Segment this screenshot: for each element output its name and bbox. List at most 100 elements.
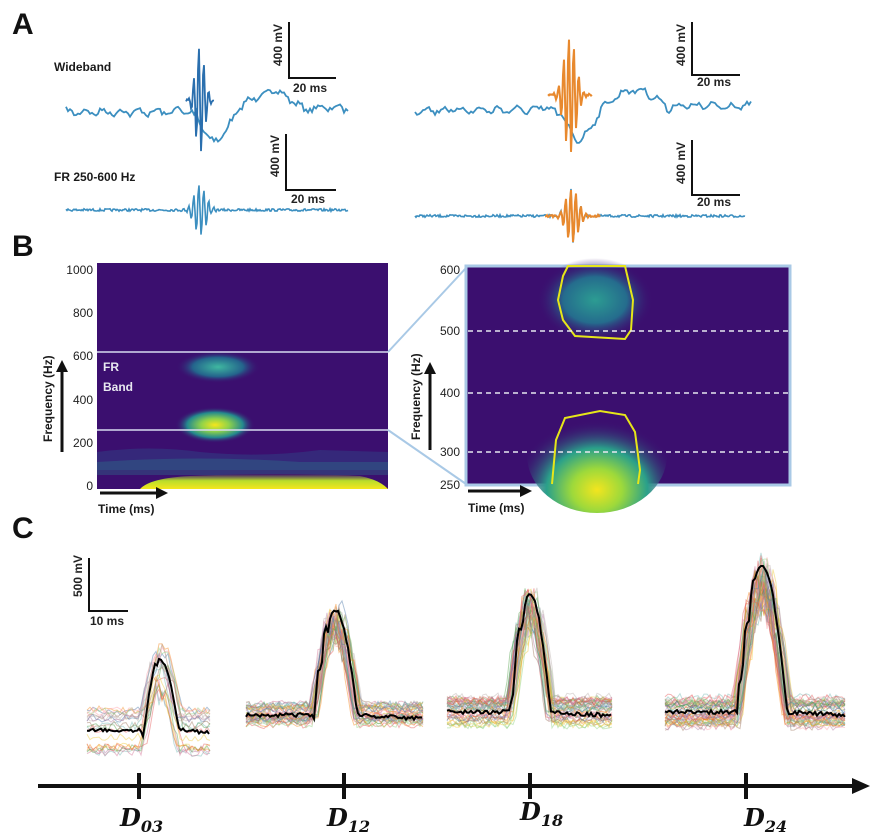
wideband-trace-left xyxy=(65,48,349,152)
overlay-trace xyxy=(86,653,211,719)
wideband-label: Wideband xyxy=(54,60,111,74)
overlay-trace xyxy=(446,598,613,711)
overlay-trace xyxy=(664,595,845,723)
overlay-trace xyxy=(446,614,613,729)
overlay-trace xyxy=(664,570,846,709)
overlay-trace xyxy=(446,605,613,723)
right-y-tick: 400 xyxy=(440,386,460,400)
overlay-trace xyxy=(664,558,846,707)
overlay-traces-d03 xyxy=(86,643,211,758)
overlay-trace xyxy=(86,683,211,753)
right-y-tick: 250 xyxy=(440,478,460,492)
day-label-d03-sub: 03 xyxy=(141,817,163,836)
scalebar-a1-amplitude: 400 mV xyxy=(271,24,285,66)
right-x-label: Time (ms) xyxy=(468,485,532,515)
overlay-trace xyxy=(446,603,613,714)
overlay-trace xyxy=(664,567,846,709)
right-y-axis: 600 500 400 300 250 xyxy=(440,263,460,492)
overlay-trace xyxy=(245,620,424,717)
scalebar-a4-time: 20 ms xyxy=(697,195,731,209)
left-y-label: Frequency (Hz) xyxy=(41,355,68,452)
overlay-trace xyxy=(245,604,424,715)
overlay-trace xyxy=(447,613,613,730)
overlay-trace xyxy=(446,607,613,730)
right-y-tick: 600 xyxy=(440,263,460,277)
wideband-signal-left xyxy=(65,88,349,143)
panel-a: Wideband FR 250-600 Hz 400 mV 20 ms 400 … xyxy=(54,22,752,243)
scalebar-a2-time: 20 ms xyxy=(291,192,325,206)
overlay-trace xyxy=(446,589,613,705)
overlay-trace xyxy=(245,616,424,715)
wideband-trace-right xyxy=(414,39,752,152)
scalebar-a1: 400 mV 20 ms xyxy=(271,22,336,95)
overlay-trace xyxy=(245,612,424,716)
overlay-trace xyxy=(664,557,846,705)
overlay-trace xyxy=(446,594,613,707)
panel-b-letter: B xyxy=(12,230,34,263)
svg-text:D18: D18 xyxy=(519,797,563,830)
overlay-trace xyxy=(446,598,613,719)
overlay-trace xyxy=(664,591,846,726)
overlay-trace xyxy=(664,579,846,723)
contour-lower xyxy=(551,409,642,485)
overlay-trace xyxy=(664,568,846,708)
overlay-trace xyxy=(245,599,424,710)
day-label-d03: D03 xyxy=(119,803,163,836)
day-label-d18: D18 xyxy=(519,797,563,830)
overlay-trace xyxy=(446,617,613,729)
overlay-trace xyxy=(446,592,613,714)
overlay-trace xyxy=(446,587,613,702)
overlay-trace xyxy=(446,605,613,716)
overlay-trace xyxy=(86,676,211,752)
overlay-trace xyxy=(664,579,846,722)
left-y-tick: 200 xyxy=(73,436,93,450)
fr-signal-left xyxy=(65,185,349,235)
timeline-axis xyxy=(38,773,870,799)
contour-upper xyxy=(556,265,635,341)
left-y-tick: 400 xyxy=(73,393,93,407)
overlay-trace xyxy=(245,608,424,711)
overlay-trace xyxy=(446,604,613,713)
zoom-connector-top xyxy=(387,267,467,353)
scalebar-a3-time: 20 ms xyxy=(697,75,731,89)
overlay-trace xyxy=(664,555,846,703)
panel-c-letter: C xyxy=(12,512,34,545)
overlay-trace xyxy=(86,686,211,758)
overlay-trace xyxy=(664,560,846,711)
overlay-traces-d12 xyxy=(245,599,424,730)
left-y-axis: 1000 800 600 400 200 0 xyxy=(66,263,93,493)
overlay-trace xyxy=(245,612,424,722)
scalebar-a3-amplitude: 400 mV xyxy=(674,24,688,66)
overlay-trace xyxy=(446,608,613,715)
overlay-trace xyxy=(446,591,613,711)
panel-b: FR Band 1000 800 600 400 200 0 Frequency (Hz)… xyxy=(41,258,792,516)
overlay-trace xyxy=(446,600,613,706)
overlay-trace xyxy=(446,614,613,708)
spectrogram-left: FR Band xyxy=(97,263,388,489)
overlay-trace xyxy=(664,568,846,709)
overlay-trace xyxy=(664,599,846,726)
mean-trace xyxy=(446,593,612,719)
overlay-trace xyxy=(86,660,211,720)
left-y-tick: 1000 xyxy=(66,263,93,277)
overlay-trace xyxy=(664,570,846,723)
overlay-trace xyxy=(664,560,846,710)
overlay-trace xyxy=(664,566,846,710)
left-xlabel-text: Time (ms) xyxy=(98,502,154,516)
overlay-trace xyxy=(664,564,846,711)
overlay-trace xyxy=(446,606,613,707)
overlay-trace xyxy=(86,681,211,752)
overlay-trace xyxy=(664,569,846,708)
overlay-trace xyxy=(446,606,613,710)
overlay-trace xyxy=(245,620,424,729)
left-x-label: Time (ms) xyxy=(98,487,168,516)
overlay-trace xyxy=(446,596,613,711)
overlay-trace xyxy=(664,564,846,709)
overlay-trace xyxy=(664,595,846,731)
overlay-trace xyxy=(245,614,424,723)
fr-trace-right xyxy=(414,188,746,243)
overlay-trace xyxy=(245,629,424,730)
overlay-trace xyxy=(86,643,210,722)
overlay-trace xyxy=(664,595,846,731)
